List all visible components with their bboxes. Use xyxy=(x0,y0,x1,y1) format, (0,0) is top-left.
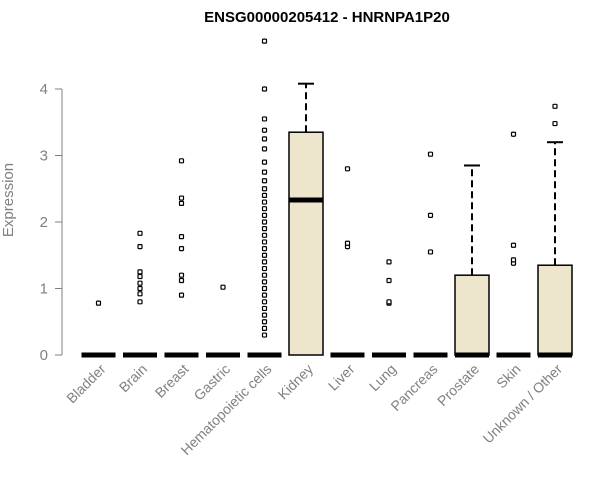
box-group-5 xyxy=(288,82,324,356)
outlier-point xyxy=(261,127,268,133)
box-group-2 xyxy=(164,158,199,358)
y-axis-label: Expression xyxy=(0,163,17,237)
outlier-point xyxy=(552,103,558,109)
outlier-point xyxy=(137,299,143,305)
box-iqr xyxy=(537,264,573,356)
outlier-point xyxy=(261,319,268,325)
outlier-point xyxy=(261,38,268,44)
x-tick-label: Skin xyxy=(493,361,524,392)
outlier-point xyxy=(178,272,185,278)
boxes-layer xyxy=(81,38,573,358)
box-group-0 xyxy=(81,300,116,358)
box-group-11 xyxy=(537,103,573,358)
outlier-point xyxy=(261,265,268,272)
y-tick-label-3: 3 xyxy=(40,148,48,165)
outlier-point xyxy=(261,159,268,165)
outlier-point xyxy=(344,240,351,246)
outlier-point xyxy=(261,279,268,285)
outlier-point xyxy=(137,280,143,286)
outlier-point xyxy=(261,252,268,258)
outlier-point xyxy=(178,195,185,201)
outlier-point xyxy=(510,131,517,137)
outlier-point xyxy=(137,269,143,275)
box-group-10 xyxy=(496,131,531,358)
outlier-point xyxy=(137,273,143,280)
outlier-point xyxy=(178,246,185,252)
outlier-point xyxy=(261,136,268,142)
outlier-point xyxy=(261,299,268,305)
outlier-point xyxy=(261,232,268,238)
outlier-point xyxy=(261,192,268,198)
outlier-point xyxy=(261,219,268,225)
outlier-point xyxy=(261,212,268,218)
outlier-point xyxy=(427,249,434,255)
y-axis: 0 1 2 3 4 xyxy=(40,81,63,364)
outlier-point xyxy=(261,285,268,292)
outlier-point xyxy=(261,226,268,232)
box-group-6 xyxy=(330,166,365,358)
outlier-point xyxy=(137,230,143,236)
outlier-point xyxy=(386,299,392,305)
y-tick-label-1: 1 xyxy=(40,281,48,298)
outlier-point xyxy=(344,166,351,172)
box-group-9 xyxy=(454,164,490,358)
y-tick-label-0: 0 xyxy=(40,347,48,364)
outlier-point xyxy=(427,151,434,157)
outlier-point xyxy=(261,199,268,205)
outlier-point xyxy=(386,259,392,265)
outlier-point xyxy=(261,169,268,175)
outlier-point xyxy=(261,332,268,338)
outlier-point xyxy=(261,146,268,152)
outlier-point xyxy=(427,212,434,218)
outlier-point xyxy=(261,259,268,265)
box-group-1 xyxy=(123,230,157,358)
outlier-point xyxy=(178,234,185,240)
outlier-point xyxy=(261,178,268,184)
outlier-point xyxy=(261,292,268,298)
outlier-point xyxy=(510,242,517,248)
box-iqr xyxy=(454,274,490,356)
outlier-point xyxy=(220,284,226,290)
outlier-point xyxy=(178,277,185,284)
x-tick-label: Kidney xyxy=(275,361,317,403)
x-tick-label: Liver xyxy=(325,361,358,394)
y-tick-label-4: 4 xyxy=(40,81,48,98)
chart-title: ENSG00000205412 - HNRNPA1P20 xyxy=(204,9,450,26)
outlier-point xyxy=(178,158,185,164)
outlier-point xyxy=(261,312,268,318)
outlier-point xyxy=(261,246,268,252)
outlier-point xyxy=(261,116,268,122)
x-tick-label: Prostate xyxy=(434,361,482,409)
outlier-point xyxy=(261,239,268,245)
outlier-point xyxy=(137,285,143,292)
x-tick-label: Lung xyxy=(366,361,399,394)
x-tick-label: Unknown / Other xyxy=(480,361,566,447)
x-tick-label: Bladder xyxy=(63,361,109,407)
outlier-point xyxy=(261,272,268,278)
box-group-4 xyxy=(247,38,282,358)
x-tick-label: Brain xyxy=(116,361,150,395)
outlier-point xyxy=(95,300,102,306)
outlier-point xyxy=(386,277,392,284)
outlier-point xyxy=(178,200,185,206)
outlier-point xyxy=(178,292,185,298)
outlier-point xyxy=(510,257,517,263)
outlier-point xyxy=(261,305,268,312)
box-iqr xyxy=(288,131,324,356)
box-group-3 xyxy=(206,284,240,358)
y-tick-label-2: 2 xyxy=(40,214,48,231)
outlier-point xyxy=(137,244,143,250)
outlier-point xyxy=(137,291,143,297)
box-group-7 xyxy=(372,259,406,358)
outlier-point xyxy=(261,325,268,331)
outlier-point xyxy=(552,120,558,127)
outlier-point xyxy=(261,186,268,192)
x-tick-label: Breast xyxy=(152,361,192,401)
outlier-point xyxy=(261,206,268,212)
box-group-8 xyxy=(413,151,448,358)
outlier-point xyxy=(261,86,268,92)
